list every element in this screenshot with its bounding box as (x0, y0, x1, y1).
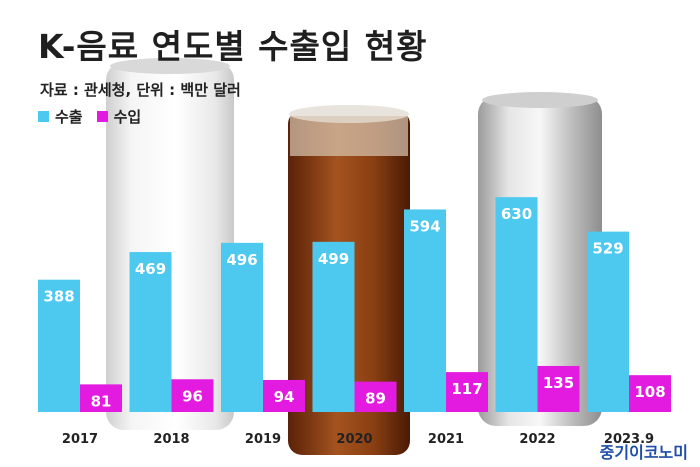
x-tick-label-2017: 2017 (62, 432, 98, 447)
bar-value-label-import-2017: 81 (91, 392, 112, 410)
bars-group: 388 81 469 96 496 94 499 89 594 117 630 135 529 108 (38, 197, 671, 412)
bar-value-label-import-2022: 135 (543, 374, 574, 392)
bar-value-label-import-2019: 94 (274, 388, 295, 406)
x-tick-label-2018: 2018 (153, 432, 189, 447)
bar-value-label-export-2023.9: 529 (592, 240, 623, 258)
legend: 수출 수입 (38, 106, 141, 127)
bar-export-2018 (129, 252, 172, 412)
bar-import-2022 (537, 365, 580, 412)
bar-export-2022 (495, 197, 538, 412)
x-tick-label-2020: 2020 (336, 432, 372, 447)
legend-swatch-import (96, 111, 108, 122)
x-tick-label-2021: 2021 (428, 432, 464, 447)
bar-export-2023.9 (587, 231, 629, 412)
bar-value-label-import-2020: 89 (365, 390, 386, 408)
legend-label-export: 수출 (55, 108, 83, 126)
x-axis-labels: 2017 2018 2019 2020 2021 2022 2023.9 (62, 432, 654, 447)
legend-item-export: 수출 (38, 106, 83, 127)
bar-value-label-import-2023.9: 108 (634, 383, 665, 401)
x-tick-label-2023.9: 2023.9 (604, 432, 654, 447)
bar-import-2020 (354, 381, 397, 412)
bar-import-2021 (446, 372, 488, 412)
bar-export-2021 (404, 209, 446, 412)
bar-export-2017 (38, 279, 80, 412)
bar-export-2019 (221, 242, 263, 412)
chart-title: K-음료 연도별 수출입 현황 (38, 27, 428, 66)
bar-value-label-import-2021: 117 (451, 380, 482, 398)
bar-value-label-export-2020: 499 (318, 250, 349, 268)
legend-label-import: 수입 (113, 108, 142, 126)
legend-swatch-export (38, 111, 49, 122)
bar-value-label-import-2018: 96 (182, 387, 203, 405)
bar-value-label-export-2021: 594 (409, 217, 440, 235)
bar-import-2017 (80, 384, 122, 412)
source-note: 자료 : 관세청, 단위 : 백만 달러 (40, 81, 241, 99)
bar-import-2023.9 (629, 375, 671, 412)
bar-export-2020 (312, 241, 355, 412)
x-tick-label-2019: 2019 (245, 432, 281, 447)
bar-value-label-export-2018: 469 (135, 260, 166, 278)
brand-logo-text: 중기이코노미 (599, 443, 688, 462)
bar-import-2019 (263, 379, 305, 412)
bar-value-label-export-2017: 388 (43, 288, 74, 306)
bar-import-2018 (171, 379, 214, 412)
legend-item-import: 수입 (96, 106, 142, 127)
bar-value-label-export-2022: 630 (501, 205, 532, 223)
bar-value-label-export-2019: 496 (226, 251, 257, 269)
x-tick-label-2022: 2022 (519, 432, 555, 447)
